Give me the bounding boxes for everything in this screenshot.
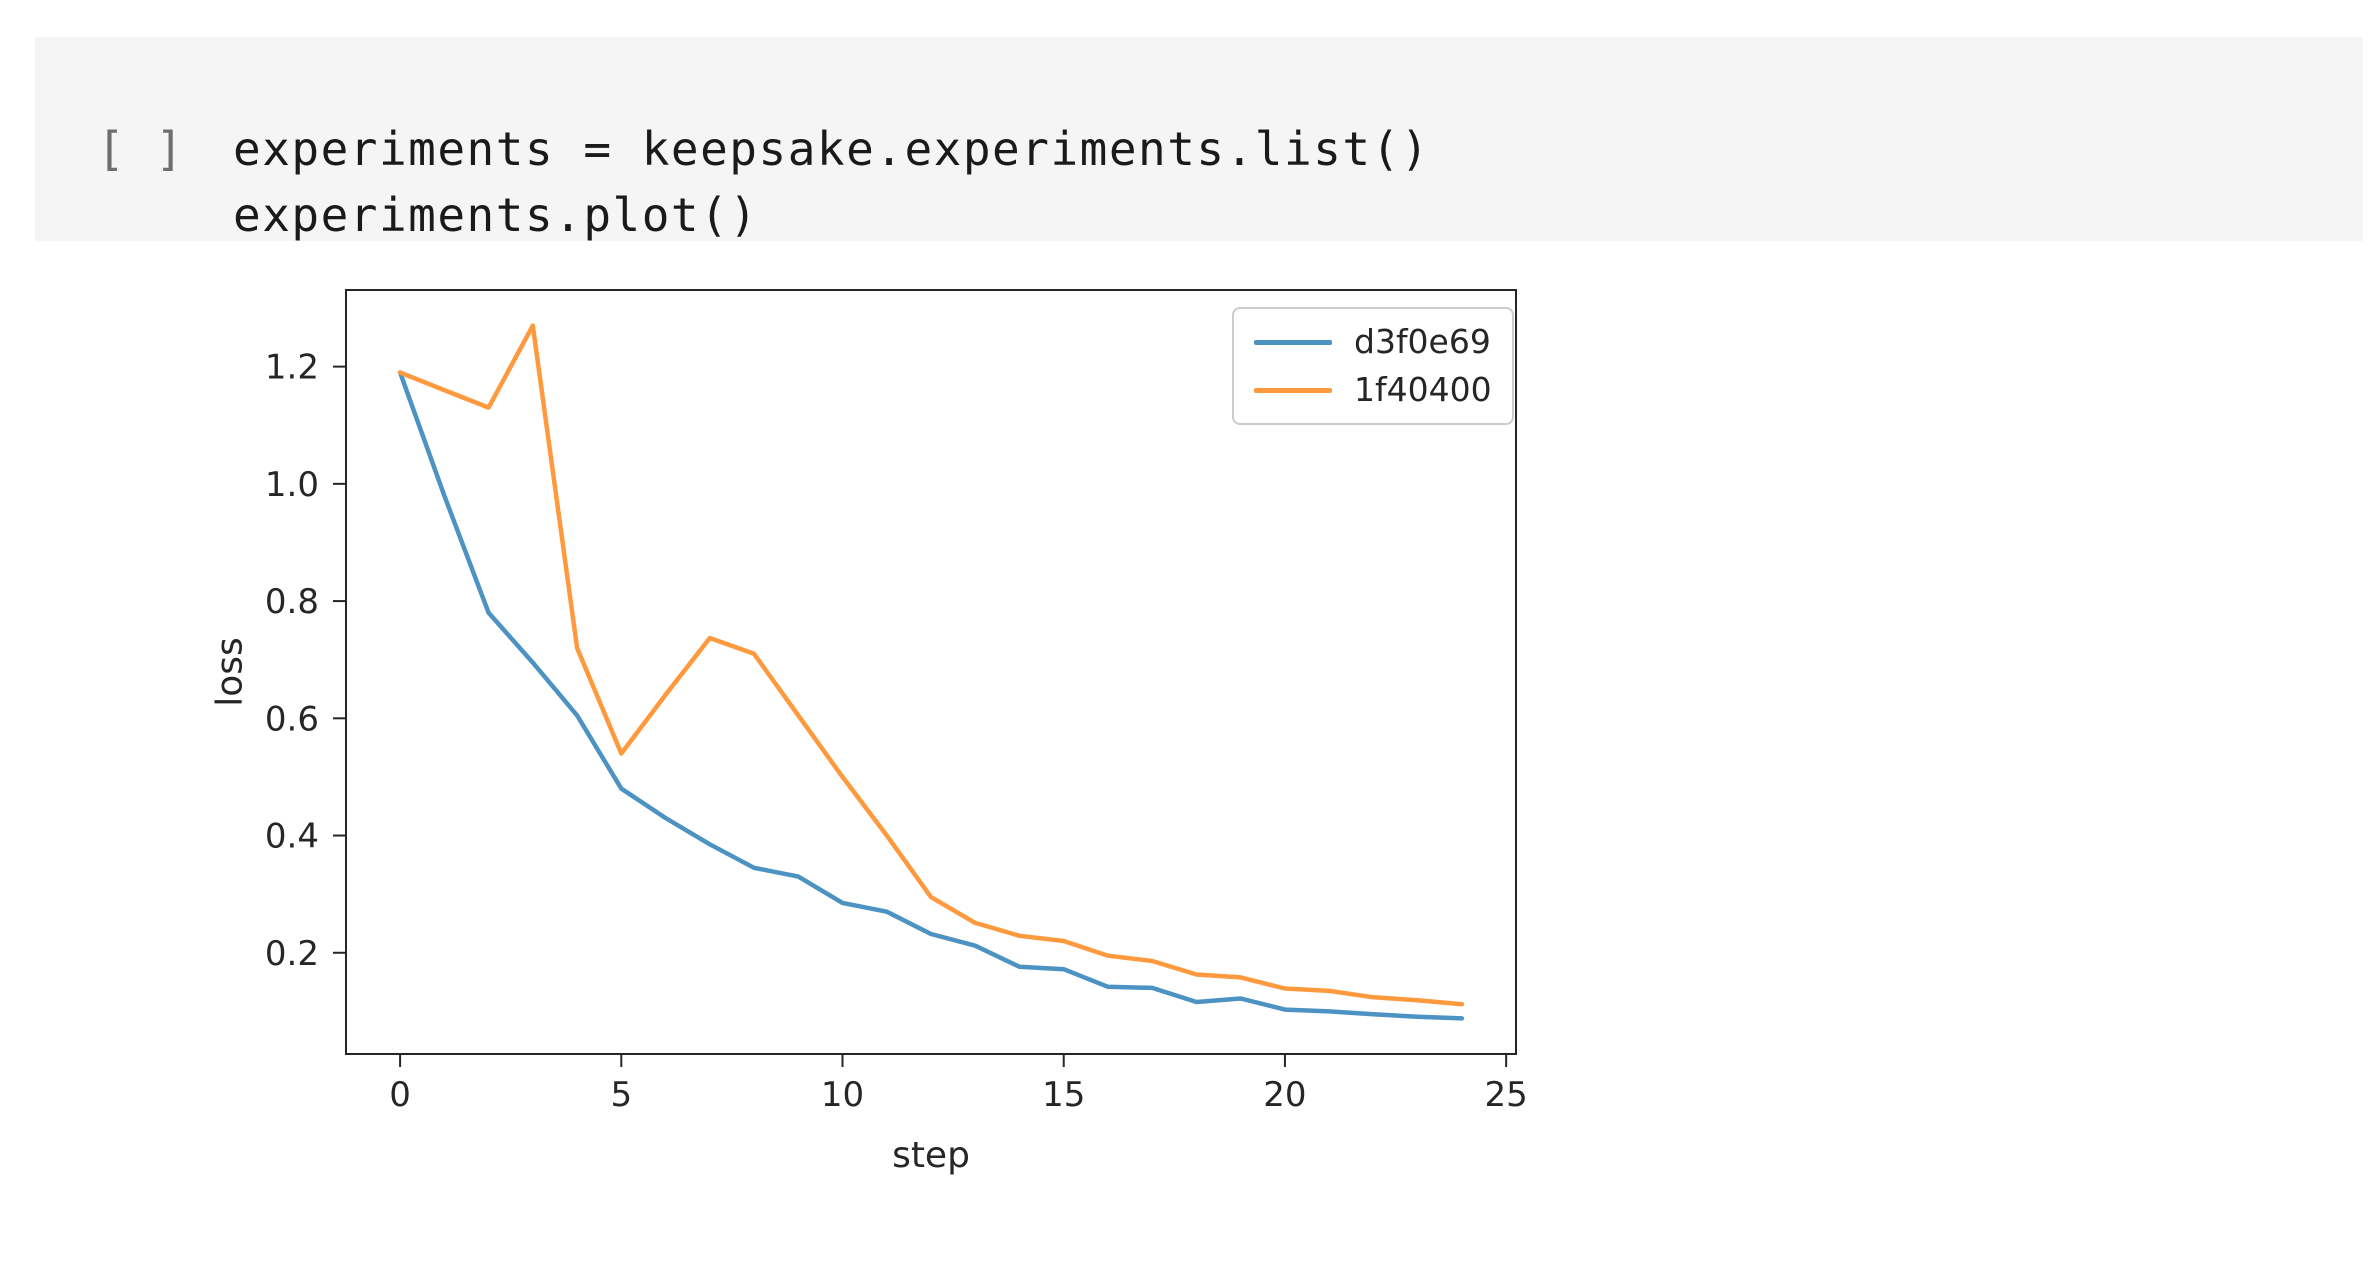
x-tick-label: 15	[1042, 1075, 1085, 1115]
loss-chart: 0 5 10 15 20 25 0.2 0.4 0.6 0.8 1.0 1.2	[265, 323, 1528, 1115]
y-axis-label: loss	[209, 637, 251, 707]
legend-entry: 1f40400	[1254, 373, 1492, 407]
y-tick-label: 0.4	[265, 817, 319, 857]
code-line[interactable]: experiments = keepsake.experiments.list(…	[233, 122, 1430, 176]
cell-run-prompt[interactable]: [ ]	[97, 122, 185, 176]
x-tick-label: 20	[1263, 1075, 1306, 1115]
y-tick-label: 0.8	[265, 582, 319, 622]
y-tick-label: 0.6	[265, 699, 319, 739]
legend: d3f0e69 1f40400	[1232, 307, 1514, 425]
code-line[interactable]: experiments.plot()	[233, 188, 759, 242]
y-tick-label: 0.2	[265, 934, 319, 974]
series-line-d3f0e69	[397, 370, 1465, 1021]
figure-output: 0 5 10 15 20 25 0.2 0.4 0.6 0.8 1.0 1.2 loss step d…	[0, 241, 2376, 1278]
legend-line-sample	[1254, 387, 1332, 393]
x-tick-label: 5	[610, 1075, 632, 1115]
x-axis-label: step	[892, 1135, 970, 1176]
legend-label: 1f40400	[1354, 370, 1492, 409]
x-tick-label: 10	[821, 1075, 864, 1115]
series-line-1f40400	[397, 323, 1465, 1007]
x-tick-label: 25	[1485, 1075, 1528, 1115]
y-tick-label: 1.0	[265, 465, 319, 505]
x-tick-label: 0	[389, 1075, 411, 1115]
legend-line-sample	[1254, 339, 1332, 345]
y-tick-label: 1.2	[265, 348, 319, 388]
legend-label: d3f0e69	[1354, 322, 1491, 361]
code-editor[interactable]: experiments = keepsake.experiments.list(…	[233, 116, 1430, 248]
code-cell[interactable]: [ ] experiments = keepsake.experiments.l…	[35, 37, 2363, 242]
legend-entry: d3f0e69	[1254, 325, 1492, 359]
